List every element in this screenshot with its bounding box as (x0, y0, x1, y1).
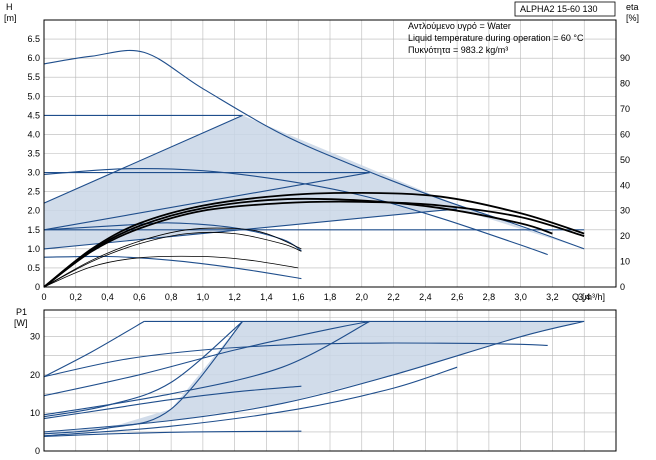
power-curve-pp-mid (43, 320, 370, 416)
head-curve-proportional-pressure-high (43, 114, 243, 204)
eta-tick-label: 40 (620, 180, 630, 190)
power-curve-max-curve (43, 320, 145, 378)
x-tick-label: 2,4 (419, 292, 432, 302)
head-axis-label: H (6, 2, 13, 12)
eta-tick-label: 30 (620, 206, 630, 216)
eta-tick-label: 10 (620, 257, 630, 267)
power-curve-pp-high (43, 321, 244, 435)
x-tick-label: 2,2 (387, 292, 400, 302)
power-curve-cp-max (43, 320, 243, 418)
head-curve-proportional-pressure-low (43, 208, 458, 250)
head-curve-proportional-pressure-mid (43, 172, 370, 231)
x-tick-label: 3,0 (514, 292, 527, 302)
eta-tick-label: 80 (620, 79, 630, 89)
efficiency-curve-eta-max (43, 191, 585, 288)
head-tick-label: 3.0 (27, 168, 40, 178)
x-tick-label: 1,4 (260, 292, 273, 302)
power-curves (43, 320, 585, 438)
power-axis-unit: [W] (14, 318, 28, 328)
head-tick-label: 1.5 (27, 225, 40, 235)
x-tick-label: 0,4 (101, 292, 114, 302)
info-line-density: Πυκνότητα = 983.2 kg/m³ (408, 45, 508, 55)
x-tick-label: 1,6 (292, 292, 305, 302)
power-axis-label: P1 (16, 307, 27, 317)
head-tick-label: 2.0 (27, 206, 40, 216)
efficiency-curve-eta-speed-1 (43, 255, 299, 288)
head-tick-label: 3.5 (27, 149, 40, 159)
power-curve-speed-curve-1 (43, 430, 302, 438)
power-curve-pp-low (43, 366, 458, 437)
tick-labels: 0 0,2 0,4 0,6 0,8 1,0 1,2 1,4 1,6 1,8 2,0 2,2 2,4 2,6… (27, 34, 630, 456)
head-curve-speed-curve-3 (43, 167, 548, 256)
power-tick-label: 20 (30, 370, 40, 380)
eta-tick-label: 0 (620, 282, 625, 292)
head-tick-label: 5.0 (27, 91, 40, 101)
flow-axis-unit: [m³/h] (582, 292, 605, 302)
head-curve-speed-curve-2 (43, 222, 302, 252)
x-tick-label: 0,8 (165, 292, 178, 302)
power-curve-cp-mid (43, 320, 370, 397)
x-tick-label: 1,8 (324, 292, 337, 302)
head-chart-frame (43, 19, 617, 288)
power-operating-area (44, 321, 585, 434)
power-tick-label: 10 (30, 408, 40, 418)
x-tick-label: 0 (41, 292, 46, 302)
efficiency-curve-eta-speed-2 (43, 231, 302, 288)
x-tick-label: 3,2 (546, 292, 559, 302)
head-tick-label: 4.5 (27, 110, 40, 120)
power-curve-speed-curve-2 (43, 385, 302, 420)
power-curve-speed-curve-3 (43, 342, 548, 378)
eta-axis-label: eta (626, 2, 639, 12)
eta-axis-unit: [%] (626, 13, 639, 23)
x-tick-label: 2,6 (451, 292, 464, 302)
power-chart-frame (43, 309, 617, 452)
head-tick-label: 1.0 (27, 244, 40, 254)
efficiency-curves (43, 191, 585, 288)
eta-tick-label: 50 (620, 155, 630, 165)
eta-tick-label: 90 (620, 53, 630, 63)
eta-tick-label: 20 (620, 231, 630, 241)
head-tick-label: 6.5 (27, 34, 40, 44)
power-tick-label: 0 (35, 446, 40, 456)
power-tick-label: 30 (30, 332, 40, 342)
eta-tick-label: 70 (620, 104, 630, 114)
power-curve-cp-low (43, 320, 585, 433)
head-tick-label: 2.5 (27, 187, 40, 197)
x-tick-label: 2,0 (356, 292, 369, 302)
info-line-fluid: Αντλούμενο υγρό = Water (408, 21, 511, 31)
flow-axis-label: Q (572, 292, 579, 302)
head-tick-label: 0.5 (27, 263, 40, 273)
head-tick-label: 6.0 (27, 53, 40, 63)
power-shaded-area (44, 321, 585, 434)
x-tick-label: 0,6 (133, 292, 146, 302)
x-tick-label: 2,8 (483, 292, 496, 302)
eta-tick-label: 60 (620, 129, 630, 139)
efficiency-curve-eta-speed-2b (43, 227, 302, 288)
x-tick-label: 1,0 (197, 292, 210, 302)
x-tick-label: 3,4 (578, 292, 591, 302)
head-curve-speed-curve-1 (43, 255, 302, 280)
head-axis-unit: [m] (4, 13, 17, 23)
head-tick-label: 0 (35, 282, 40, 292)
info-line-temperature: Liquid temperature during operation = 60… (408, 33, 584, 43)
title-box (514, 1, 616, 17)
efficiency-curve-eta-mid (43, 197, 553, 288)
head-tick-label: 5.5 (27, 72, 40, 82)
chart-title: ALPHA2 15-60 130 (520, 4, 598, 14)
x-tick-label: 0,2 (70, 292, 83, 302)
head-tick-label: 4.0 (27, 129, 40, 139)
efficiency-curve-eta-low (43, 200, 585, 288)
x-tick-label: 1,2 (228, 292, 241, 302)
